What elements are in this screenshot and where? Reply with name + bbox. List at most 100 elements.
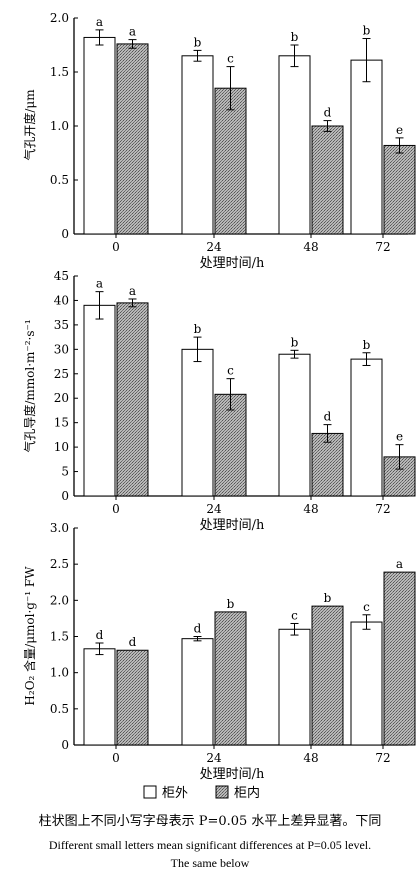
bar-outside — [181, 348, 214, 497]
y-tick-label: 0.5 — [50, 702, 69, 716]
y-tick-label: 1.0 — [50, 666, 69, 680]
y-tick-label: 20 — [54, 391, 69, 405]
significance-letter: c — [363, 600, 370, 614]
bar-outside — [181, 55, 214, 235]
y-tick-label: 1.5 — [50, 630, 69, 644]
bar-outside — [278, 353, 311, 497]
significance-letter: c — [227, 364, 234, 378]
bar-outside — [83, 304, 116, 497]
significance-letter: a — [96, 277, 103, 291]
significance-letter: b — [194, 322, 202, 336]
bar-outside — [278, 55, 311, 235]
significance-letter: b — [291, 30, 299, 44]
legend-swatch-outside — [143, 785, 157, 799]
significance-letter: a — [96, 15, 103, 29]
y-tick-label: 0.5 — [50, 173, 69, 187]
caption-zh: 柱状图上不同小写字母表示 P=0.05 水平上差异显著。下同 — [38, 814, 382, 829]
x-axis-label: 处理时间/h — [200, 518, 265, 533]
significance-letter: d — [129, 635, 137, 649]
bar-charts: 0 0.5 1.0 1.5 2.0 0 24 48 72 处理时间/h 气孔开度/μm a b b b a c d… — [22, 11, 416, 801]
y-tick-label: 25 — [54, 367, 69, 381]
caption-en-line1: Different small letters mean significant… — [48, 838, 372, 852]
h2o2-content-chart: 0 0.5 1.0 1.5 2.0 2.5 3.0 0 24 48 72 处理时间/h H₂O₂ 含量/… — [22, 521, 416, 782]
x-tick-label: 72 — [375, 240, 390, 254]
x-tick-label: 72 — [375, 751, 390, 765]
legend-label-outside: 柜外 — [162, 786, 188, 800]
significance-letter: d — [324, 106, 332, 120]
significance-letter: d — [194, 622, 202, 636]
bar-inside — [116, 43, 149, 235]
significance-letter: b — [227, 597, 235, 611]
bar-inside — [214, 393, 247, 497]
y-axis-label: 气孔开度/μm — [22, 89, 37, 161]
significance-letter: b — [194, 35, 202, 49]
significance-letter: d — [96, 628, 104, 642]
significance-letter: e — [396, 430, 403, 444]
y-axis-label: 气孔导度/mmol·m⁻²·s⁻¹ — [22, 319, 37, 452]
y-tick-label: 10 — [54, 440, 69, 454]
y-tick-label: 1.5 — [50, 65, 69, 79]
x-tick-label: 24 — [206, 240, 222, 254]
x-tick-label: 72 — [375, 502, 390, 516]
y-axis-label: H₂O₂ 含量/μmol·g⁻¹ FW — [22, 566, 37, 706]
x-tick-label: 0 — [112, 240, 120, 254]
y-tick-label: 2.0 — [50, 11, 69, 25]
x-axis-label: 处理时间/h — [200, 256, 265, 271]
significance-letter: a — [396, 557, 403, 571]
y-tick-label: 40 — [54, 293, 69, 307]
significance-letter: b — [324, 591, 332, 605]
significance-letter: c — [227, 52, 234, 66]
y-tick-label: 0 — [61, 738, 69, 752]
x-tick-label: 24 — [206, 751, 222, 765]
significance-letter: a — [129, 284, 136, 298]
y-tick-label: 1.0 — [50, 119, 69, 133]
y-tick-label: 15 — [54, 416, 69, 430]
x-axis-label: 处理时间/h — [200, 767, 265, 782]
bar-inside — [214, 611, 247, 746]
legend-label-inside: 柜内 — [234, 785, 260, 800]
y-tick-label: 2.0 — [50, 593, 69, 607]
bar-inside — [311, 432, 344, 497]
legend: 柜外 柜内 — [143, 785, 260, 801]
significance-letter: b — [363, 338, 371, 352]
significance-letter: b — [291, 335, 299, 349]
bar-inside — [383, 144, 416, 235]
bar-inside — [116, 649, 149, 746]
significance-letter: a — [129, 25, 136, 39]
stomatal-conductance-chart: 0 5 10 15 20 25 30 35 40 45 0 24 48 72 处理时间/h 气孔导度/mmol… — [22, 269, 416, 533]
y-tick-label: 30 — [54, 342, 69, 356]
bar-outside — [350, 621, 383, 746]
significance-letter: e — [396, 123, 403, 137]
y-tick-label: 45 — [54, 269, 69, 283]
legend-swatch-inside — [215, 785, 229, 799]
significance-letter: c — [291, 608, 298, 622]
bar-inside — [116, 302, 149, 497]
bar-inside — [311, 125, 344, 235]
y-tick-label: 35 — [54, 318, 69, 332]
x-tick-label: 0 — [112, 751, 120, 765]
y-tick-label: 3.0 — [50, 521, 69, 535]
x-tick-label: 48 — [303, 751, 318, 765]
stomatal-aperture-chart: 0 0.5 1.0 1.5 2.0 0 24 48 72 处理时间/h 气孔开度/μm a b b b a c d… — [22, 11, 416, 271]
bar-outside — [181, 638, 214, 746]
y-tick-label: 5 — [61, 465, 69, 479]
significance-letter: b — [363, 24, 371, 38]
x-tick-label: 48 — [303, 240, 318, 254]
x-tick-label: 24 — [206, 502, 222, 516]
y-tick-label: 0 — [61, 227, 69, 241]
y-tick-label: 0 — [61, 489, 69, 503]
bar-outside — [350, 59, 383, 235]
y-tick-label: 2.5 — [50, 557, 69, 571]
bar-inside — [311, 605, 344, 746]
caption-en-line2: The same below — [170, 856, 250, 870]
x-tick-label: 48 — [303, 502, 318, 516]
bar-outside — [83, 36, 116, 235]
bar-inside — [214, 87, 247, 235]
bar-outside — [278, 628, 311, 746]
x-tick-label: 0 — [112, 502, 120, 516]
bar-inside — [383, 571, 416, 746]
significance-letter: d — [324, 410, 332, 424]
bar-outside — [83, 648, 116, 746]
bar-outside — [350, 358, 383, 497]
